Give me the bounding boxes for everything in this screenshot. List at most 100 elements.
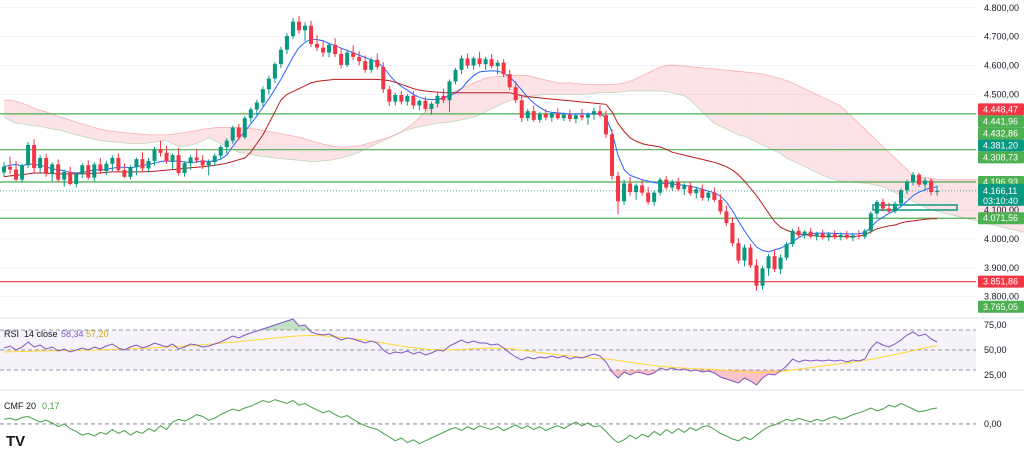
cloud-segment xyxy=(654,67,661,91)
candle xyxy=(778,254,783,275)
cmf-legend-value: 0,17 xyxy=(42,401,60,411)
senkou-a-line xyxy=(3,90,1024,233)
candle xyxy=(670,179,675,191)
candle-body xyxy=(814,233,819,237)
cloud-segment xyxy=(4,100,11,121)
cloud-segment xyxy=(10,100,17,124)
candle-body xyxy=(110,158,115,164)
candle xyxy=(616,171,621,215)
candle xyxy=(351,45,356,61)
current-price-badge-bg xyxy=(978,183,1024,206)
candle xyxy=(700,184,705,201)
candle xyxy=(712,187,717,202)
price-badge: 4.308,73 xyxy=(978,151,1024,164)
candle-body xyxy=(62,171,67,180)
candle-body xyxy=(423,100,428,109)
cloud-segment xyxy=(762,74,769,148)
candle xyxy=(555,108,560,120)
candle-body xyxy=(74,174,79,184)
candle-body xyxy=(543,114,548,118)
cloud-segment xyxy=(34,108,41,127)
rsi-legend[interactable]: RSI 14 close 58,34 57,20 xyxy=(4,329,109,339)
candle xyxy=(315,35,320,52)
rsi-tick-label: 75,00 xyxy=(984,320,1007,330)
candle xyxy=(676,177,681,192)
cloud-segment xyxy=(804,88,811,170)
candle-body xyxy=(820,233,825,238)
candle-body xyxy=(405,95,410,102)
cloud-segment xyxy=(371,140,378,147)
candle xyxy=(591,107,596,120)
rsi-legend-value: 58,34 xyxy=(61,329,84,339)
cloud-segment xyxy=(16,101,23,124)
cloud-segment xyxy=(738,71,745,137)
candle xyxy=(658,177,663,196)
candle-body xyxy=(146,160,151,169)
candle-body xyxy=(579,115,584,118)
cloud-segment xyxy=(618,82,625,93)
cloud-segment xyxy=(70,119,77,135)
candle xyxy=(652,190,657,206)
cloud-segment xyxy=(323,144,330,161)
candle-body xyxy=(309,25,314,44)
candle xyxy=(537,111,542,123)
rsi-oversold-fill xyxy=(606,370,613,372)
candle-body xyxy=(20,165,25,180)
cloud-segment xyxy=(949,179,956,216)
candle-body xyxy=(447,81,452,101)
price-pane[interactable]: 4.800,004.700,004.600,004.500,004.200,00… xyxy=(0,3,1024,313)
candle xyxy=(122,163,127,179)
candle-body xyxy=(32,145,37,169)
cloud-segment xyxy=(744,71,751,140)
candle xyxy=(489,54,494,69)
candle-body xyxy=(92,164,97,178)
rsi-pane[interactable]: 75,00 50,00 25,00 RSI 14 close 58,34 57,20 xyxy=(0,318,1007,386)
candle-body xyxy=(260,89,265,103)
candle-body xyxy=(200,160,205,166)
candle xyxy=(519,95,524,122)
candle-body xyxy=(182,163,187,174)
candle xyxy=(742,244,747,267)
candle-body xyxy=(122,170,127,177)
candle xyxy=(321,41,326,57)
candle-body xyxy=(513,87,518,101)
badge-background xyxy=(978,275,1024,288)
candle xyxy=(898,188,903,208)
cloud-segment xyxy=(943,179,950,215)
cloud-segment xyxy=(551,81,558,95)
candle xyxy=(766,253,771,276)
candle xyxy=(194,148,199,164)
cloud-segment xyxy=(810,91,817,173)
candle xyxy=(549,111,554,122)
price-badge: 4.432,86 xyxy=(978,127,1024,140)
tradingview-logo[interactable]: TV xyxy=(6,433,25,450)
candle xyxy=(501,59,506,78)
cloud-segment xyxy=(732,70,739,135)
rsi-oversold-fill xyxy=(738,370,745,383)
cloud-segment xyxy=(166,134,173,144)
candle-body xyxy=(381,67,386,90)
badge-label: 4.448,47 xyxy=(983,104,1018,114)
candle xyxy=(104,160,109,175)
candle xyxy=(2,162,6,177)
candle-body xyxy=(164,152,169,162)
cmf-legend[interactable]: CMF 20 0,17 xyxy=(4,401,60,411)
cloud-segment xyxy=(636,75,643,91)
candle xyxy=(513,81,518,104)
candle-body xyxy=(911,174,916,182)
candle xyxy=(86,160,91,180)
price-tick-label: 3.800,00 xyxy=(984,292,1019,302)
badge-label: 4.071,56 xyxy=(983,213,1018,223)
cloud-segment xyxy=(365,142,372,150)
price-tick-label: 4.500,00 xyxy=(984,89,1019,99)
cloud-segment xyxy=(443,94,450,123)
cloud-segment xyxy=(347,146,354,157)
candle xyxy=(706,190,711,202)
candle xyxy=(682,183,687,195)
candle-body xyxy=(610,134,615,176)
candle-body xyxy=(333,44,338,54)
candle-body xyxy=(646,192,651,202)
cloud-segment xyxy=(702,67,709,118)
cmf-pane[interactable]: 0,00 CMF 20 0,17 xyxy=(0,399,1002,445)
